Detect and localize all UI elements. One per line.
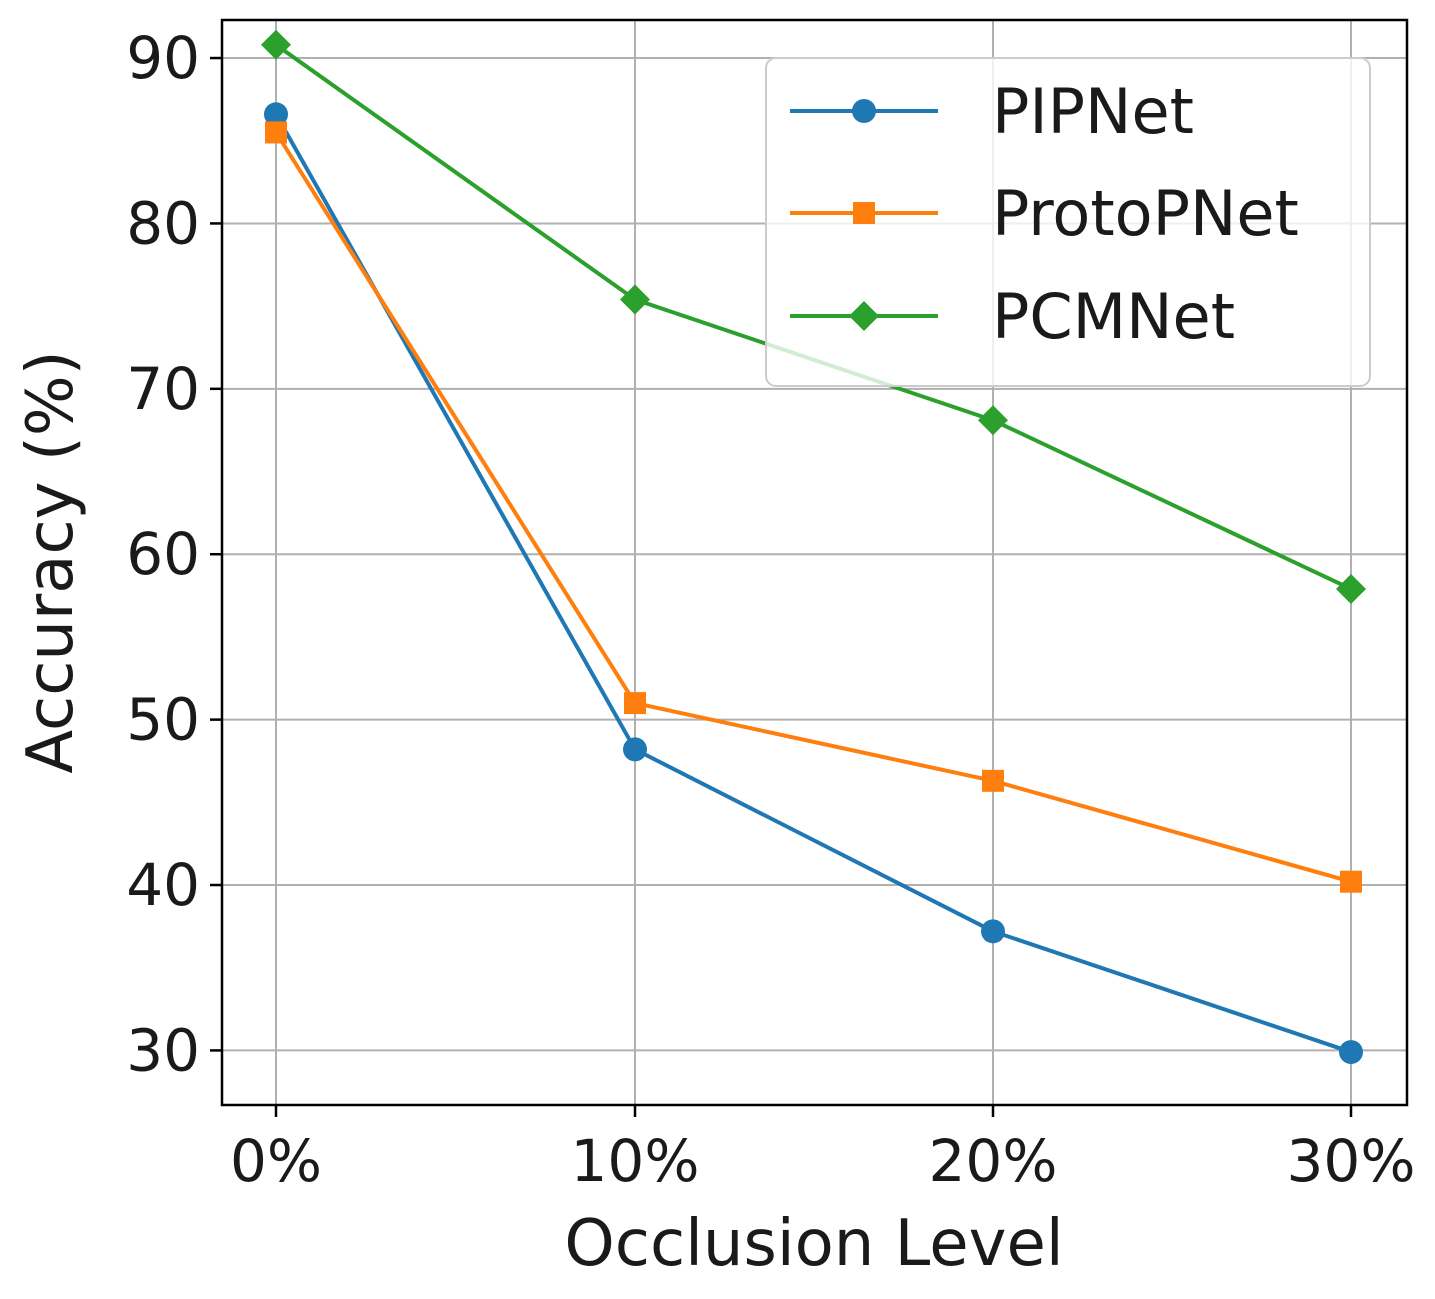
x-axis: 0% 10% 20% 30% [230,1105,1415,1195]
data-point-pipnet [1339,1040,1363,1065]
plot-frame [220,18,1409,1107]
y-axis-title: Accuracy (%) [14,350,88,773]
y-tick-label: 30 [126,1016,200,1084]
legend-label-pcmnet: PCMNet [992,280,1235,353]
data-point-pcmnet [1336,573,1366,604]
series-line-protopnet [274,131,1352,884]
x-tick-label: 30% [1287,1127,1416,1195]
y-tick-label: 60 [126,520,200,588]
legend-marker-protopnet [853,202,875,224]
y-tick-label: 90 [126,24,200,92]
data-point-protopnet [265,121,287,144]
x-tick-label: 0% [230,1127,322,1195]
data-point-pcmnet [261,29,291,60]
data-point-protopnet [1340,870,1362,893]
series-line-pipnet [274,113,1352,1054]
x-tick-label: 10% [571,1127,700,1195]
legend-label-pipnet: PIPNet [992,75,1194,148]
data-point-pipnet [623,737,647,762]
y-axis: 30 40 50 60 70 80 90 [126,24,222,1084]
legend: PIPNet ProtoPNet PCMNet [765,57,1371,387]
y-tick-label: 40 [126,851,200,919]
y-tick-label: 80 [126,189,200,257]
y-tick-label: 50 [126,686,200,754]
x-tick-label: 20% [929,1127,1058,1195]
data-point-pcmnet [620,284,650,315]
legend-marker-pcmnet [849,301,879,331]
legend-marker-pipnet [852,99,876,123]
y-tick-label: 70 [126,355,200,423]
data-point-protopnet [624,692,646,715]
data-point-pcmnet [978,405,1008,436]
data-point-pipnet [264,102,288,127]
legend-box [765,57,1371,387]
data-point-protopnet [982,769,1004,792]
data-point-pipnet [981,919,1005,944]
legend-label-protopnet: ProtoPNet [992,177,1299,250]
x-axis-title: Occlusion Level [564,1207,1063,1281]
